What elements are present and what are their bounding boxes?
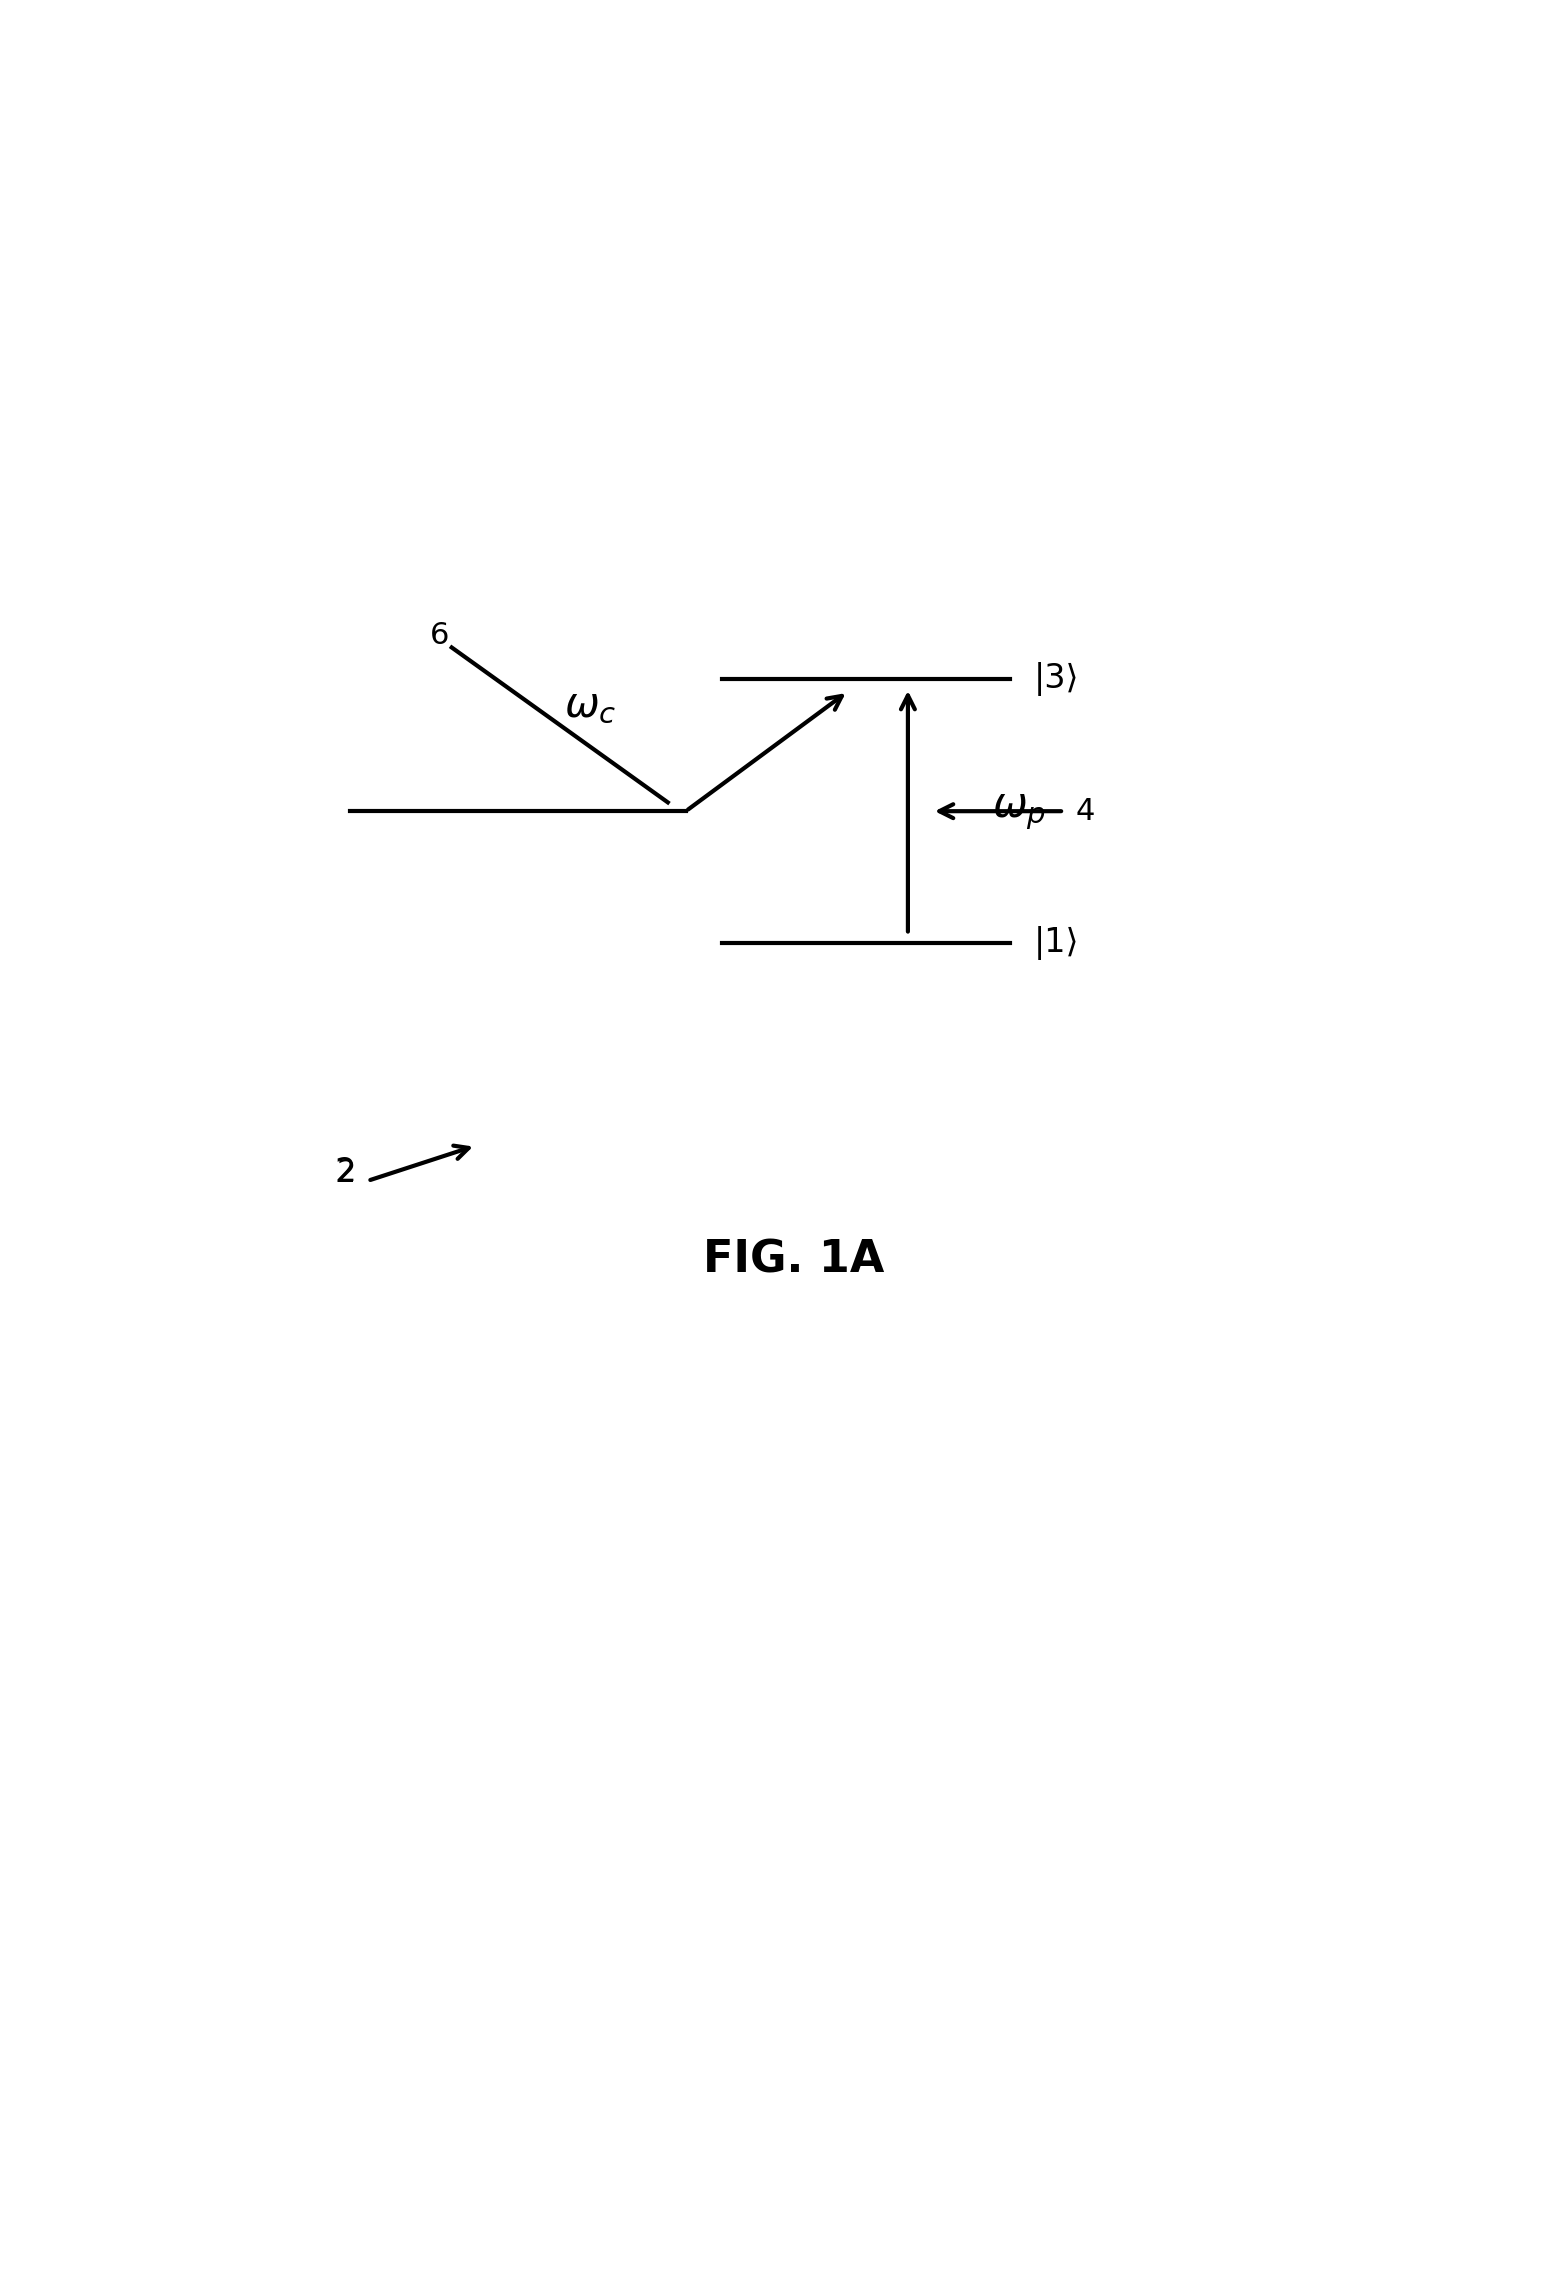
- Text: 2: 2: [336, 1157, 356, 1186]
- Text: $\omega_c$: $\omega_c$: [564, 684, 617, 727]
- Text: 4: 4: [1077, 798, 1095, 825]
- Text: 2: 2: [335, 1154, 356, 1189]
- Text: |3⟩: |3⟩: [1035, 663, 1080, 697]
- Text: $\omega_p$: $\omega_p$: [991, 791, 1046, 832]
- Text: 6: 6: [431, 622, 449, 649]
- Text: FIG. 1A: FIG. 1A: [703, 1239, 884, 1282]
- Text: |1⟩: |1⟩: [1035, 926, 1080, 960]
